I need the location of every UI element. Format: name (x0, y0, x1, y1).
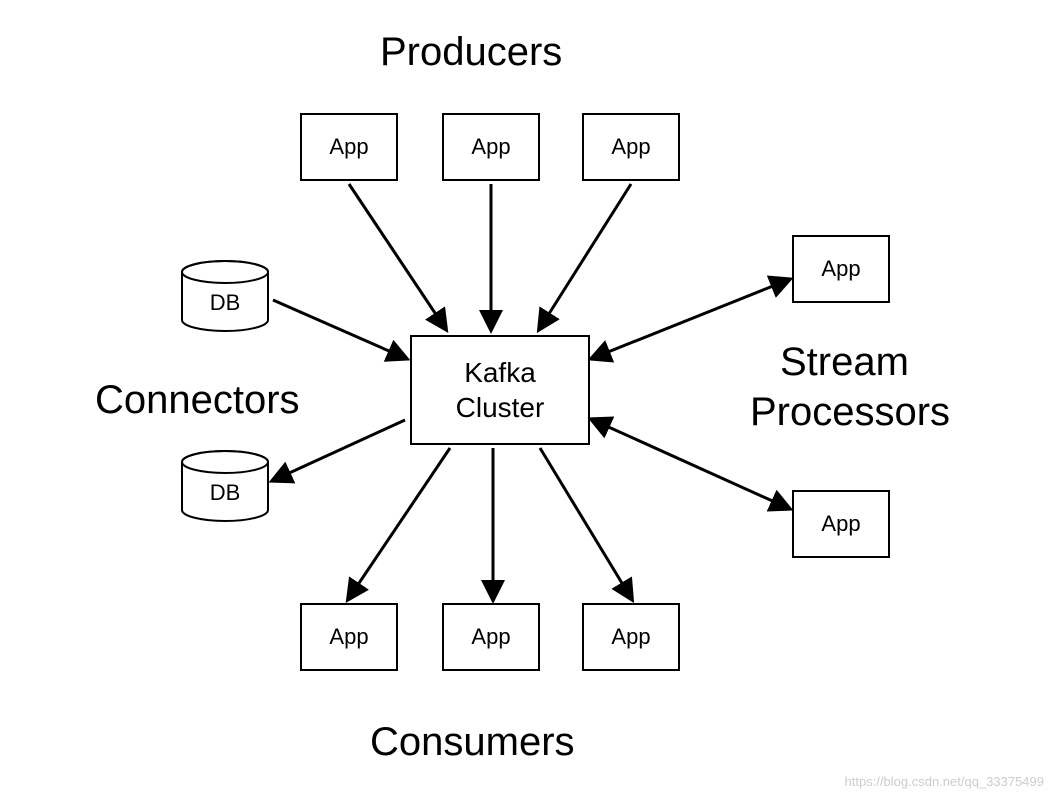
box-label: App (821, 511, 860, 537)
consumer-app-box: App (442, 603, 540, 671)
producer-app-box: App (300, 113, 398, 181)
stream-label-1: Stream (780, 340, 909, 385)
stream-label-2: Processors (750, 390, 950, 435)
consumer-app-box: App (300, 603, 398, 671)
box-label: App (611, 134, 650, 160)
db-cylinder: DB (180, 260, 270, 332)
consumers-label: Consumers (370, 720, 575, 765)
watermark: https://blog.csdn.net/qq_33375499 (845, 774, 1045, 789)
producer-app-box: App (442, 113, 540, 181)
db-cylinder: DB (180, 450, 270, 522)
box-label: App (471, 624, 510, 650)
db-label: DB (180, 290, 270, 316)
box-label: App (471, 134, 510, 160)
db-label: DB (180, 480, 270, 506)
producers-label: Producers (380, 30, 562, 75)
connectors-label: Connectors (95, 378, 300, 423)
kafka-line1: Kafka (464, 355, 536, 390)
stream-app-box: App (792, 490, 890, 558)
kafka-cluster-box: Kafka Cluster (410, 335, 590, 445)
consumer-app-box: App (582, 603, 680, 671)
box-label: App (821, 256, 860, 282)
stream-app-box: App (792, 235, 890, 303)
box-label: App (329, 624, 368, 650)
producer-app-box: App (582, 113, 680, 181)
kafka-line2: Cluster (456, 390, 545, 425)
box-label: App (611, 624, 650, 650)
box-label: App (329, 134, 368, 160)
